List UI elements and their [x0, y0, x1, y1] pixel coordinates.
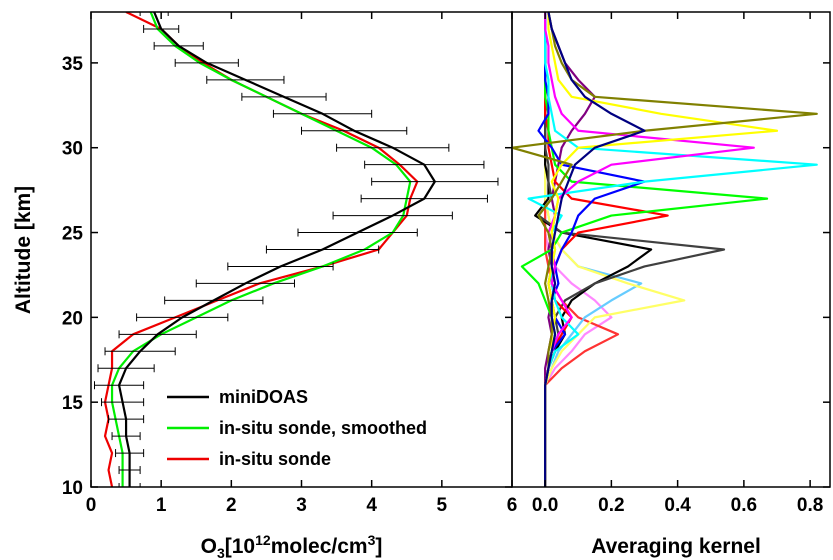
- series-line: [117, 12, 436, 487]
- x-tick-label: 0.4: [664, 495, 691, 516]
- x-tick-label: 0.0: [532, 495, 558, 516]
- x-axis-label-part: 12: [255, 532, 271, 548]
- legend-label: miniDOAS: [219, 387, 308, 407]
- series-line: [512, 12, 818, 487]
- x-tick-label: 5: [437, 495, 448, 516]
- x-tick-label: 0.6: [731, 495, 757, 516]
- series-line: [527, 12, 818, 487]
- x-tick-label: 2: [226, 495, 237, 516]
- series-line: [544, 12, 779, 487]
- error-bar: [118, 483, 141, 487]
- x-tick-label: 3: [296, 495, 307, 516]
- series-line: [544, 12, 686, 487]
- x-axis-label: Averaging kernel: [591, 535, 761, 558]
- plot-frame: [511, 11, 831, 488]
- x-axis-label: O3[1012molec/cm3]: [201, 532, 383, 560]
- x-axis-label-part: ]: [375, 535, 382, 558]
- y-tick-label: 15: [62, 393, 84, 414]
- y-tick-label: 35: [62, 54, 84, 75]
- y-tick-label: 20: [62, 308, 83, 329]
- series-line: [544, 12, 643, 487]
- plot-area: [512, 12, 818, 487]
- x-tick-label: 4: [366, 495, 377, 516]
- y-axis-label: Altitude [km]: [12, 186, 35, 314]
- y-tick-label: 30: [62, 139, 83, 160]
- legend-label: in-situ sonde, smoothed: [219, 418, 427, 438]
- x-axis-label-part: 3: [217, 545, 225, 560]
- x-axis-label-part: 3: [368, 532, 376, 548]
- x-tick-label: 6: [507, 495, 518, 516]
- y-tick-label: 10: [62, 478, 83, 499]
- series-line: [537, 12, 726, 487]
- series-line: [544, 12, 646, 487]
- x-axis-label-part: molec/cm: [271, 535, 368, 558]
- x-tick-label: 1: [156, 495, 167, 516]
- x-tick-label: 0: [86, 495, 97, 516]
- plot-area: [94, 12, 499, 487]
- error-bar: [139, 12, 169, 16]
- x-axis-label-part: [10: [225, 535, 255, 558]
- x-tick-label: 0.8: [797, 495, 823, 516]
- y-tick-label: 25: [62, 224, 84, 245]
- series-line: [520, 12, 769, 487]
- x-tick-label: 0.2: [598, 495, 624, 516]
- legend-label: in-situ sonde: [219, 449, 331, 469]
- x-axis-label-part: O: [201, 535, 217, 558]
